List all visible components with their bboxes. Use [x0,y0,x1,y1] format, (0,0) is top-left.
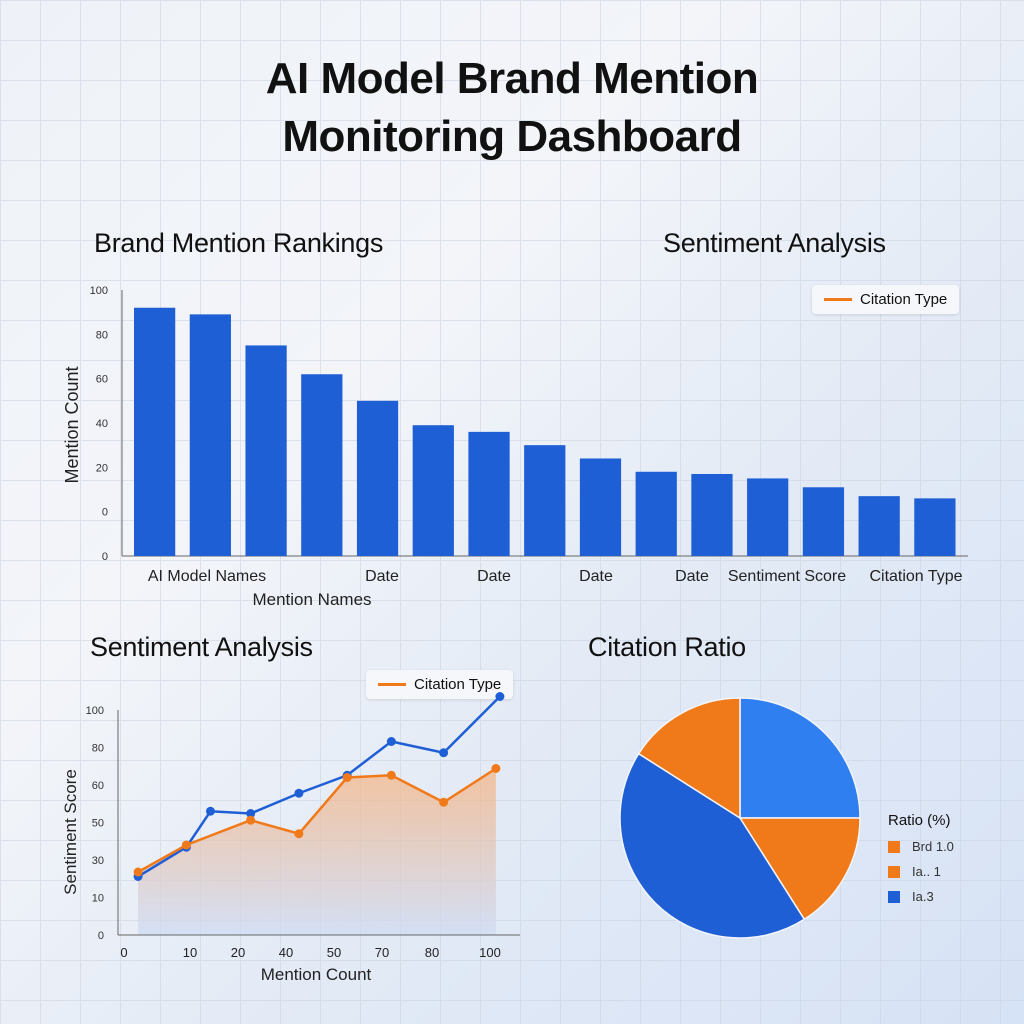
pie-legend-title: Ratio (%) [888,812,954,829]
pie-legend: Ratio (%) Brd 1.0 Ia.. 1 Ia.3 [888,812,954,904]
section-title-citation: Citation Ratio [588,632,746,663]
section-title-sentiment-bottom: Sentiment Analysis [90,632,313,663]
legend-bottom-left: Citation Type [366,670,513,699]
title-line-1: AI Model Brand Mention [0,50,1024,108]
pie-legend-swatch-2 [888,866,900,878]
pie-legend-label-1: Brd 1.0 [912,839,954,854]
pie-legend-label-2: Ia.. 1 [912,864,941,879]
title-line-2: Monitoring Dashboard [0,108,1024,166]
pie-legend-swatch-1 [888,841,900,853]
legend-line-swatch [378,683,406,686]
pie-legend-item: Brd 1.0 [888,839,954,854]
pie-legend-item: Ia.. 1 [888,864,954,879]
legend-top-right-label: Citation Type [860,291,947,308]
pie-legend-label-3: Ia.3 [912,889,934,904]
legend-top-right: Citation Type [812,285,959,314]
legend-line-swatch [824,298,852,301]
section-title-rankings: Brand Mention Rankings [94,228,383,259]
pie-legend-swatch-3 [888,891,900,903]
pie-legend-item: Ia.3 [888,889,954,904]
legend-bottom-left-label: Citation Type [414,676,501,693]
dashboard-title: AI Model Brand Mention Monitoring Dashbo… [0,50,1024,166]
section-title-sentiment-top: Sentiment Analysis [663,228,886,259]
